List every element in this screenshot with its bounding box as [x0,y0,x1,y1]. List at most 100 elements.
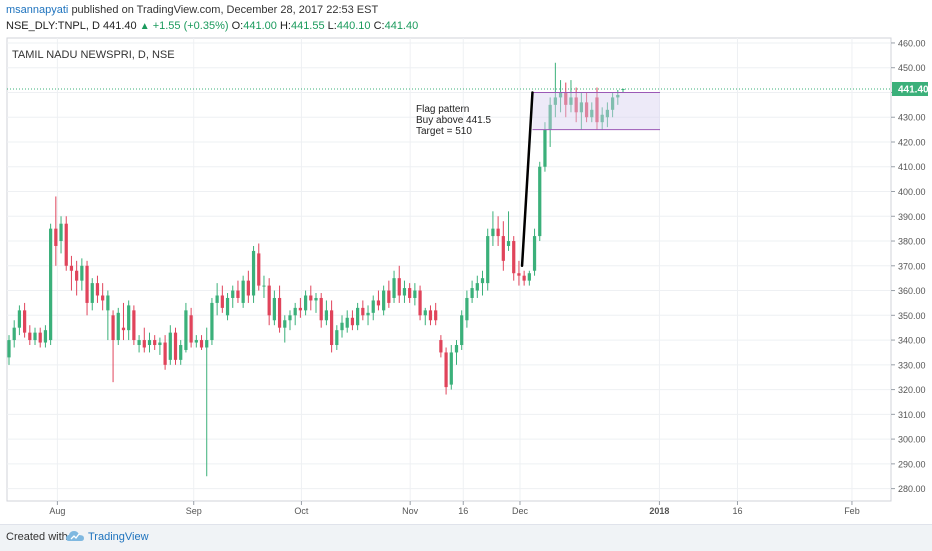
candle-body [621,89,625,91]
x-tick-label: Nov [402,506,419,516]
publication-line: msannapyati published on TradingView.com… [6,4,378,16]
open-label: O: [231,20,244,32]
candle-body [262,285,266,287]
y-tick-label: 390.00 [898,212,926,222]
y-tick-label: 400.00 [898,187,926,197]
candle-body [194,340,198,343]
candle-body [75,270,79,281]
x-tick-label: 16 [732,506,742,516]
candle-body [475,283,479,291]
candle-body [121,327,126,331]
candle-body [137,340,141,346]
candle-body [38,332,42,343]
candle-body [579,102,583,113]
plot-area [6,37,892,502]
candle-body [22,310,27,333]
last-price-tag-label: 441.40 [898,85,929,96]
x-axis: AugSepOctNov16Dec201816FebMar [49,501,860,516]
candle-body [449,352,453,385]
candle-body [85,265,89,303]
y-tick-label: 370.00 [898,261,926,271]
annotation-line: Target = 510 [416,126,472,137]
candle-body [605,109,610,118]
candle-body [543,129,547,167]
candle-body [179,345,183,360]
high-value: 441.55 [290,20,325,32]
candle-body [345,317,349,328]
candle-body [610,97,615,110]
candle-body [189,315,193,343]
candle-body [569,97,573,105]
candle-body [335,330,339,346]
candle-body [309,295,313,301]
candle-body [553,97,557,105]
candle-body [59,223,63,242]
candle-body [7,340,11,358]
candle-body [428,310,433,321]
candle-body [366,312,370,316]
candle-body [558,92,563,98]
candle-body [460,315,464,346]
candle-body [293,307,297,316]
candle-body [132,310,136,341]
candle-body [496,228,500,237]
candle-body [95,283,100,296]
candle-body [418,290,422,316]
candle-body [387,290,391,303]
created-with-text: Created with [6,531,68,543]
candle-body [413,290,417,298]
flagpole-line [520,91,534,268]
candle-body [210,302,214,341]
candle-body [147,340,152,346]
candle-body [111,315,115,341]
candle-body [454,345,459,353]
candle-body [116,312,120,341]
candle-body [298,307,303,311]
candle-body [491,228,495,237]
candle-body [512,241,516,274]
low-value: 440.10 [336,20,371,32]
candle-body [127,305,131,331]
high-label: H: [279,20,291,32]
author-link[interactable]: msannapyati [6,4,69,16]
candle-body [158,342,162,346]
chart-title: TAMIL NADU NEWSPRI, D, NSE [12,49,175,61]
candle-body [522,275,526,281]
candle-body [241,280,245,303]
candle-body [184,310,188,350]
candle-body [267,285,271,316]
tradingview-brand-link[interactable]: TradingView [88,531,149,543]
open-value: 441.00 [243,20,277,32]
candle-body [220,295,224,308]
y-tick-label: 430.00 [898,113,926,123]
x-tick-label: 2018 [649,506,669,516]
candle-body [324,310,329,321]
candle-body [69,265,74,271]
candle-body [397,278,401,296]
candle-body [574,97,578,113]
y-tick-label: 310.00 [898,410,926,420]
candle-body [251,250,256,296]
candle-body [277,297,282,328]
candle-body [564,92,568,105]
annotation-line: Buy above 441.5 [416,115,491,126]
candle-body [501,236,505,261]
candle-body [595,97,599,123]
close-value: 441.40 [384,20,419,32]
x-tick-label: Oct [294,506,309,516]
candle-body [439,340,443,353]
last-price: 441.40 [103,20,137,32]
candle-body [538,166,542,237]
candlestick-chart[interactable]: 280.00 290.00 300.00 310.00 320.00 330.00 340.… [0,0,932,524]
tradingview-cloud-icon [66,531,84,541]
y-tick-label: 450.00 [898,63,926,73]
candle-body [283,320,287,328]
footer: Created with TradingView [0,524,932,551]
candle-body [402,288,407,296]
last-price-tag: 441.40 [892,82,929,97]
candle-body [225,297,230,316]
candle-body [205,340,209,348]
y-tick-label: 330.00 [898,360,926,370]
candle-body [12,327,16,341]
candle-body [532,236,537,271]
